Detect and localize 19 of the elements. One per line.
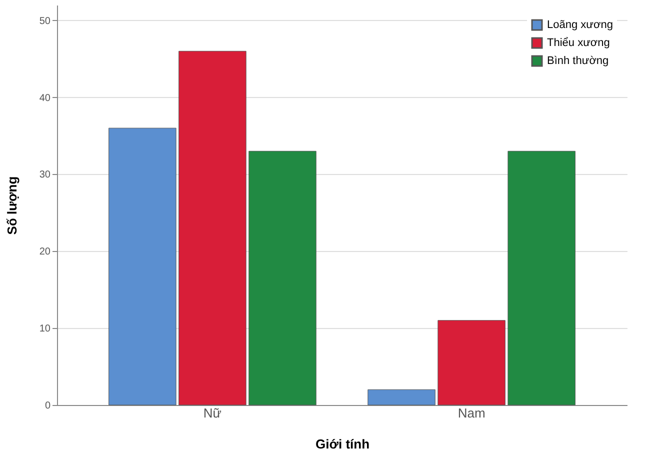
bar xyxy=(368,389,436,406)
legend-label: Thiểu xương xyxy=(547,37,610,49)
x-axis-title: Giới tính xyxy=(315,436,370,452)
x-tick-label: Nam xyxy=(458,406,486,420)
y-tick-label: 50 xyxy=(39,16,51,27)
bar xyxy=(508,150,576,406)
bar xyxy=(178,50,246,406)
legend-label: Bình thường xyxy=(547,55,609,67)
y-tick-label: 10 xyxy=(39,324,51,335)
legend-label: Loãng xương xyxy=(547,19,613,31)
y-tick-label: 20 xyxy=(39,246,51,258)
y-tick-label: 0 xyxy=(44,400,51,412)
bar xyxy=(438,320,506,406)
bar xyxy=(108,128,176,406)
x-tick-label: Nữ xyxy=(203,406,222,420)
bar xyxy=(248,150,316,406)
y-tick-label: 40 xyxy=(39,92,51,104)
y-axis-title: Số lượng xyxy=(4,176,20,235)
y-tick-label: 30 xyxy=(39,170,51,181)
